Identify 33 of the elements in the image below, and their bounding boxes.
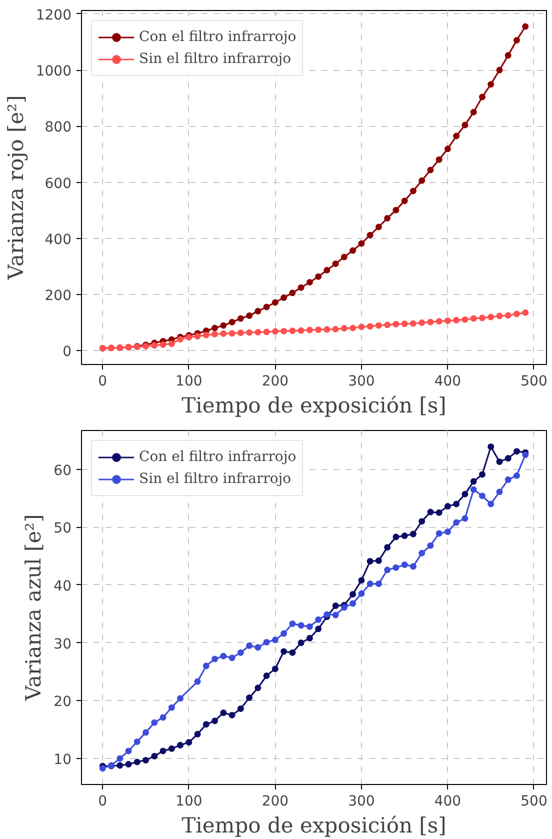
legend-label: Con el filtro infrarrojo: [139, 449, 296, 465]
x-tick-label: 0: [98, 794, 108, 810]
y-tick-label: 30: [54, 636, 72, 652]
y-axis-title: Varianza rojo [e²]: [4, 95, 28, 281]
y-tick-label: 40: [54, 578, 72, 594]
y-tick-label: 400: [44, 232, 72, 248]
x-tick-label: 200: [262, 794, 289, 810]
y-tick-label: 600: [44, 176, 72, 192]
y-tick-label: 1200: [36, 7, 72, 24]
y-tick-label: 50: [54, 520, 72, 537]
y-tick-label: 200: [44, 288, 72, 304]
x-axis-title: Tiempo de exposición [s]: [182, 394, 446, 418]
x-tick-label: 500: [520, 374, 548, 390]
legend-label: Con el filtro infrarrojo: [139, 29, 296, 45]
y-tick-label: 20: [54, 694, 72, 710]
x-tick-label: 400: [434, 374, 462, 390]
x-tick-label: 100: [176, 374, 202, 390]
x-axis-title: Tiempo de exposición [s]: [182, 814, 446, 838]
x-tick-label: 200: [262, 374, 289, 390]
y-tick-label: 10: [54, 752, 72, 768]
y-axis-title: Varianza azul [e²]: [22, 514, 46, 702]
x-tick-label: 300: [348, 794, 375, 810]
y-tick-label: 800: [44, 120, 72, 136]
y-tick-label: 0: [62, 344, 72, 360]
x-tick-label: 300: [348, 374, 375, 390]
x-tick-label: 500: [520, 794, 548, 810]
x-tick-label: 100: [176, 794, 202, 810]
y-tick-label: 60: [54, 462, 72, 479]
x-tick-label: 0: [98, 374, 108, 390]
legend-label: Sin el filtro infrarrojo: [139, 51, 292, 67]
legend-label: Sin el filtro infrarrojo: [139, 471, 292, 487]
y-tick-label: 1000: [36, 64, 72, 80]
x-tick-label: 400: [434, 794, 462, 810]
